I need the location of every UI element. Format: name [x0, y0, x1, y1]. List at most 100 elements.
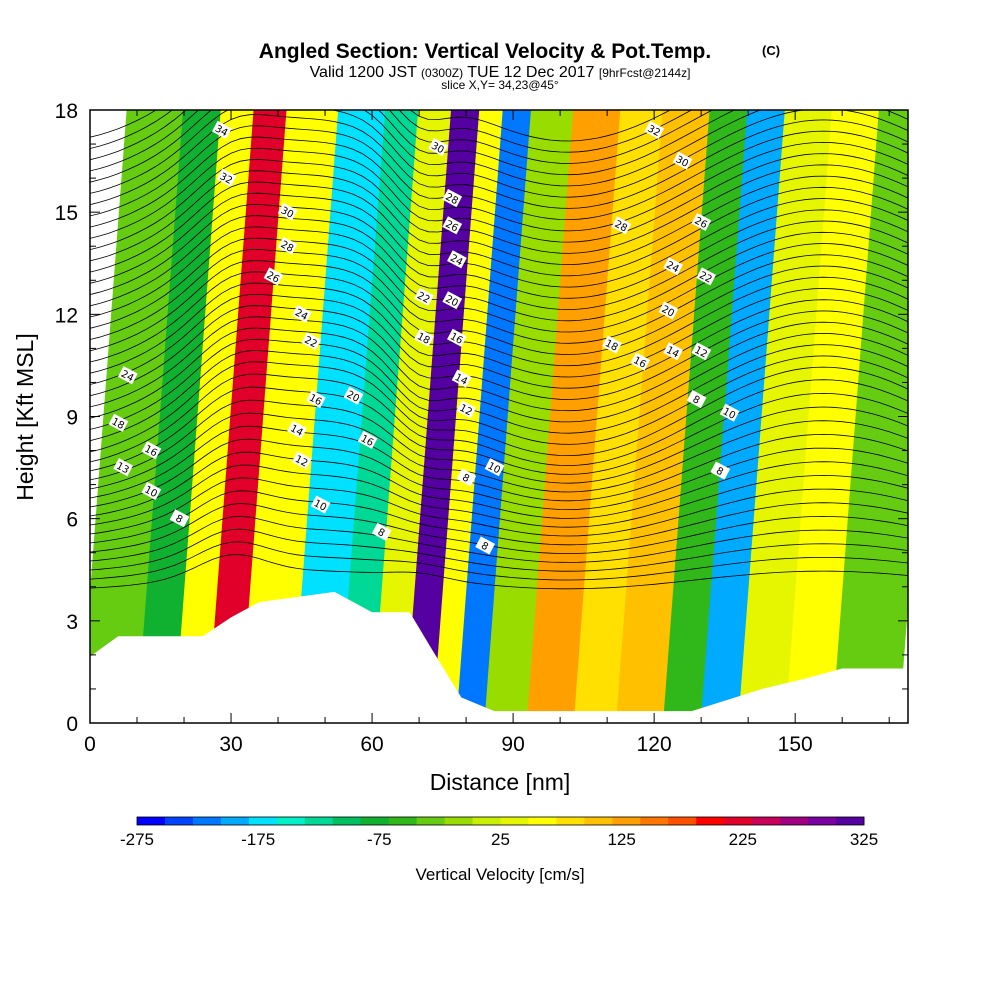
pot-temp-label-text: 16	[359, 433, 375, 449]
velocity-band	[90, 110, 185, 723]
pot-temp-label: 12	[291, 451, 312, 470]
isentrope-line	[90, 451, 908, 519]
pot-temp-label: 18	[108, 413, 129, 432]
pot-temp-label-bg	[414, 287, 434, 306]
colorbar-swatch	[137, 817, 166, 825]
isentrope-line	[90, 192, 908, 288]
pot-temp-label-bg	[691, 342, 712, 361]
pot-temp-label: 12	[456, 400, 477, 419]
pot-temp-label-text: 32	[645, 123, 661, 139]
pot-temp-label: 16	[447, 328, 467, 347]
pot-temp-label-bg	[611, 216, 632, 235]
chart-title: Angled Section: Vertical Velocity & Pot.…	[259, 40, 711, 63]
colorbar-swatch	[584, 817, 613, 825]
pot-temp-label-bg	[602, 335, 622, 354]
colorbar-swatch	[304, 817, 334, 825]
pot-temp-label-bg	[108, 413, 129, 432]
subtitle-date: TUE 12 Dec 2017	[467, 64, 594, 81]
colorbar-swatch	[388, 817, 418, 825]
pot-temp-label: 20	[442, 291, 463, 309]
pot-temp-label: 18	[602, 335, 622, 354]
isentrope-line	[90, 305, 908, 400]
pot-temp-label-bg	[696, 267, 717, 286]
isentrope-line	[90, 503, 908, 555]
pot-temp-label-bg	[310, 495, 331, 514]
isentrope-line	[90, 110, 672, 142]
pot-temp-label-text: 12	[457, 403, 473, 419]
x-axis-ticks: 0 30 60 90 120 150	[84, 110, 890, 756]
pot-temp-label-bg	[277, 202, 298, 221]
velocity-band	[663, 110, 749, 723]
colorbar-swatch	[668, 817, 697, 825]
pot-temp-label-bg	[456, 400, 477, 419]
pot-temp-label-bg	[141, 441, 162, 460]
pot-temp-label: 10	[141, 481, 162, 500]
pot-temp-label-text: 24	[448, 253, 464, 269]
colorbar-swatch	[612, 817, 641, 825]
pot-temp-label-text: 16	[631, 355, 647, 371]
isentrope-line	[90, 350, 908, 445]
pot-temp-label-text: 18	[603, 338, 619, 354]
colorbar-frame	[136, 816, 865, 826]
pot-temp-label-text: 28	[443, 192, 459, 208]
pot-temp-label: 24	[291, 304, 312, 323]
colorbar-swatch	[640, 817, 669, 825]
y-tick-label: 0	[66, 713, 78, 736]
pot-temp-label-bg	[428, 138, 449, 157]
isentrope-line	[90, 282, 908, 378]
y-tick-label: 3	[66, 611, 78, 634]
isentrope-line	[90, 226, 908, 322]
isentrope-line	[90, 316, 908, 412]
pot-temp-label: 8	[475, 536, 496, 555]
colorbar-swatch	[752, 817, 781, 825]
isentrope-line	[90, 386, 908, 475]
isentrope-line	[90, 110, 693, 153]
velocity-band	[291, 110, 387, 723]
velocity-band	[526, 110, 622, 723]
isentrope-line	[90, 438, 908, 511]
pot-temp-label-text: 22	[302, 335, 318, 351]
pot-temp-label: 16	[630, 352, 651, 371]
pot-temp-label: 8	[456, 468, 477, 487]
y-tick-label: 18	[55, 100, 78, 123]
pot-temp-label-text: 8	[691, 394, 702, 407]
pot-temp-label-bg	[630, 352, 651, 371]
isentrope-line	[90, 327, 908, 423]
pot-temp-label-bg	[414, 328, 434, 347]
colorbar-swatch	[724, 817, 753, 825]
pot-temp-label: 13	[113, 458, 134, 476]
velocity-band	[239, 110, 340, 723]
isentrope-line	[90, 136, 908, 232]
subtitle-forecast: [9hrFcst@2144z]	[599, 66, 691, 80]
pot-temp-label: 34	[211, 120, 232, 139]
pot-temp-label-text: 8	[173, 513, 184, 526]
y-axis-label: Height [Kft MSL]	[12, 333, 38, 500]
pot-temp-label: 22	[301, 332, 322, 351]
x-axis-label: Distance [nm]	[430, 769, 571, 795]
pot-temp-label: 32	[216, 168, 237, 187]
colorbar-swatch	[836, 817, 865, 825]
colorbar-label: Vertical Velocity [cm/s]	[415, 865, 584, 884]
isentrope-line	[90, 248, 908, 344]
pot-temp-label-text: 18	[110, 416, 126, 432]
pot-temp-label: 14	[287, 420, 308, 439]
colorbar-swatch	[444, 817, 474, 825]
pot-temp-label: 26	[691, 212, 712, 232]
pot-temp-label: 22	[414, 287, 434, 306]
pot-temp-label-text: 20	[660, 304, 676, 320]
pot-temp-label: 26	[263, 267, 284, 286]
pot-temp-label-text: 34	[213, 123, 229, 139]
isentrope-line	[90, 110, 714, 164]
pot-temp-label: 28	[277, 236, 298, 255]
pot-temp-label-bg	[691, 212, 712, 232]
pot-temp-label-bg	[644, 120, 665, 140]
pot-temp-label-bg	[672, 151, 693, 170]
pot-temp-label-text: 22	[697, 270, 713, 286]
isentrope-line	[90, 159, 908, 254]
isentrope-line	[90, 373, 908, 467]
pot-temp-label-text: 24	[293, 307, 309, 323]
y-axis-ticks: 0 3 6 9 12 15 18	[55, 100, 908, 736]
pot-temp-label: 8	[686, 390, 707, 409]
pot-temp-label-bg	[442, 216, 463, 235]
pot-temp-label: 14	[663, 342, 684, 361]
